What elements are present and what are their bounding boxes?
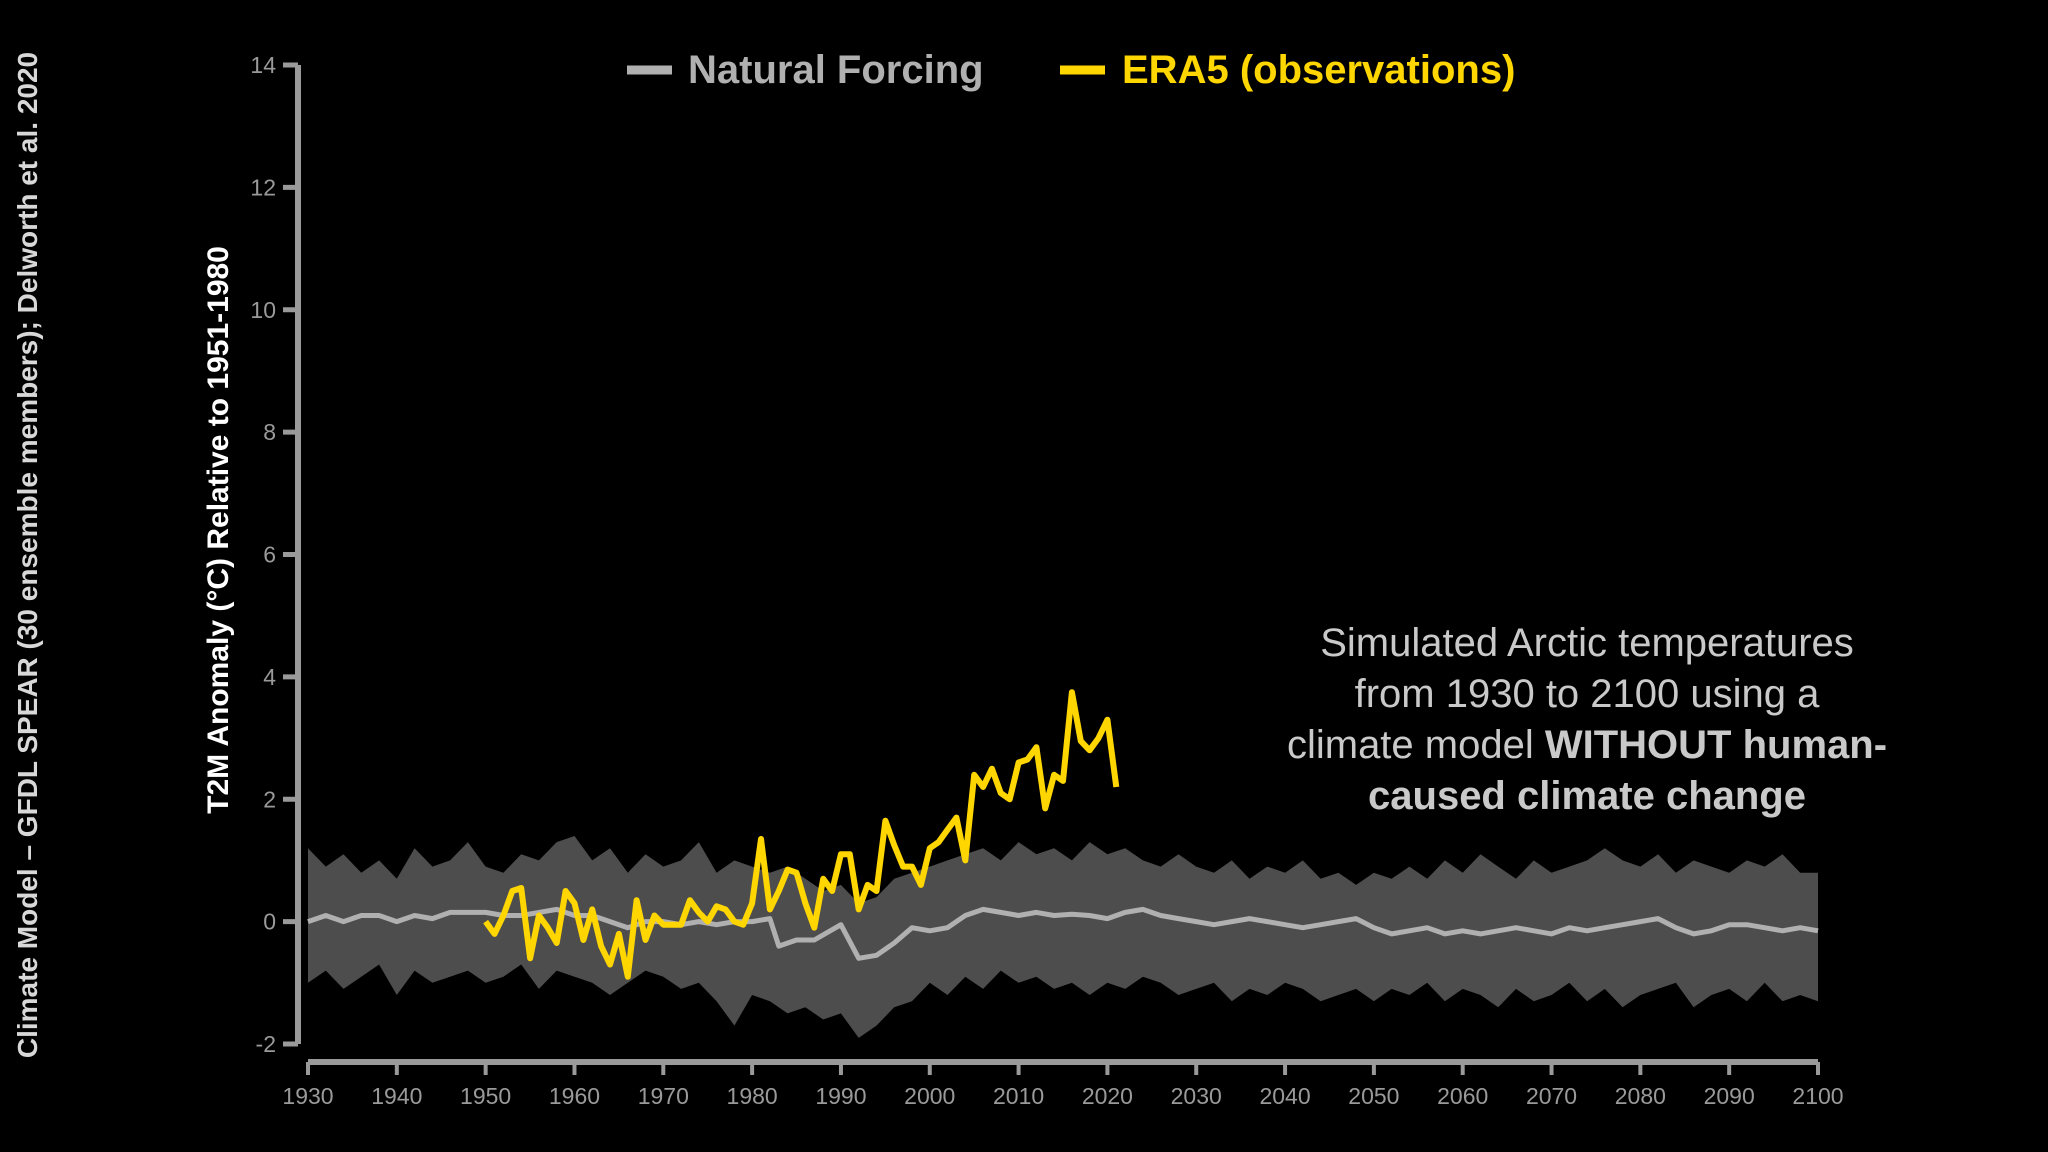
annotation-line-3-normal: climate model <box>1287 723 1545 767</box>
axes: -2 0 2 4 6 8 10 12 14 1930 1940 1950 1960 1970 1980 199… <box>250 52 1843 1109</box>
y-tick-label: 12 <box>250 174 276 200</box>
x-tick-label: 1970 <box>638 1083 689 1109</box>
x-tick-label: 1960 <box>549 1083 600 1109</box>
annotation-line-4: caused climate change <box>1368 774 1806 818</box>
y-tick-label: -2 <box>256 1031 276 1057</box>
x-tick-label: 2060 <box>1437 1083 1488 1109</box>
y-tick-label: 4 <box>263 664 276 690</box>
x-tick-label: 2020 <box>1082 1083 1133 1109</box>
model-credit: Climate Model – GFDL SPEAR (30 ensemble … <box>12 52 43 1058</box>
ensemble-range-band <box>308 836 1818 1038</box>
y-axis-label: T2M Anomaly (°C) Relative to 1951-1980 <box>202 246 235 814</box>
x-tick-label: 2030 <box>1171 1083 1222 1109</box>
x-tick-label: 1950 <box>460 1083 511 1109</box>
annotation-line-3-bold: WITHOUT human- <box>1545 723 1887 767</box>
legend-label-era5: ERA5 (observations) <box>1122 48 1515 92</box>
annotation-line-3: climate model WITHOUT human- <box>1287 723 1887 767</box>
ensemble-range-layer <box>308 836 1818 1038</box>
legend-label-natural: Natural Forcing <box>688 48 984 92</box>
x-tick-label: 2100 <box>1792 1083 1843 1109</box>
x-tick-label: 2090 <box>1704 1083 1755 1109</box>
y-tick-label: 14 <box>250 52 276 78</box>
y-tick-label: 2 <box>263 786 276 812</box>
y-tick-label: 8 <box>263 419 276 445</box>
annotation-line-1: Simulated Arctic temperatures <box>1320 621 1854 665</box>
x-tick-label: 1990 <box>815 1083 866 1109</box>
y-tick-label: 0 <box>263 909 276 935</box>
era5-line <box>483 689 1120 980</box>
x-tick-label: 1930 <box>282 1083 333 1109</box>
era5-layer <box>483 689 1120 980</box>
x-tick-label: 2080 <box>1615 1083 1666 1109</box>
legend: Natural Forcing ERA5 (observations) <box>627 48 1515 92</box>
x-tick-label: 2050 <box>1348 1083 1399 1109</box>
x-tick-label: 2040 <box>1259 1083 1310 1109</box>
annotation-line-2: from 1930 to 2100 using a <box>1355 672 1821 716</box>
annotation: Simulated Arctic temperatures from 1930 … <box>1287 621 1887 818</box>
x-tick-label: 1940 <box>371 1083 422 1109</box>
y-tick-label: 6 <box>263 542 276 568</box>
x-tick-label: 2070 <box>1526 1083 1577 1109</box>
x-tick-label: 1980 <box>727 1083 778 1109</box>
y-tick-label: 10 <box>250 297 276 323</box>
x-tick-label: 2010 <box>993 1083 1044 1109</box>
x-tick-label: 2000 <box>904 1083 955 1109</box>
